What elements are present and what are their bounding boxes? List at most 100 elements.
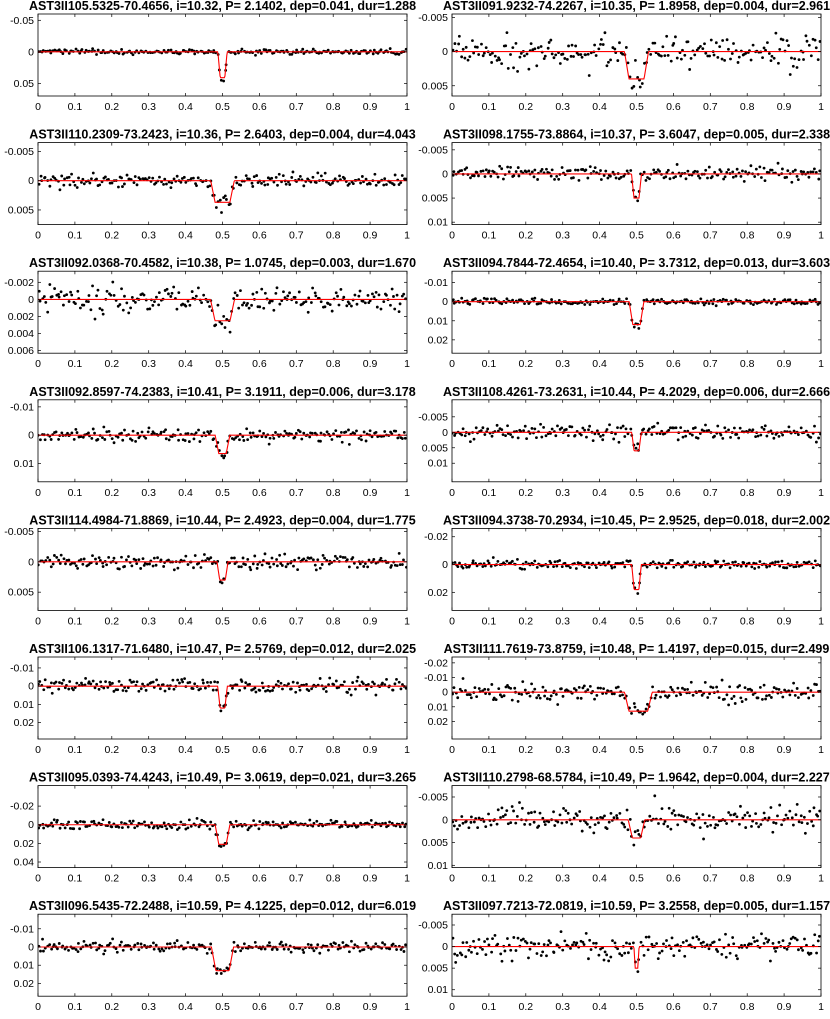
data-point [814,440,818,444]
data-point [810,820,814,823]
data-point [460,433,464,437]
data-point [672,809,676,813]
data-point [702,837,705,841]
data-point [385,293,388,297]
data-point [95,562,99,566]
data-points [452,421,821,452]
data-point [38,826,41,830]
x-tick-label: 0.8 [326,873,341,885]
x-tick-label: 0.1 [68,744,83,756]
data-point [653,794,657,798]
data-point [566,434,570,438]
x-tick-label: 0.5 [215,358,230,370]
data-point [160,947,164,951]
data-point [532,175,536,179]
data-point [168,942,172,946]
data-point [629,169,633,172]
data-point [293,558,296,562]
data-point [375,305,379,309]
data-point [284,565,288,569]
data-point [69,290,72,294]
data-point [288,291,291,295]
data-point [291,821,295,825]
data-point [580,55,584,59]
data-point [556,703,560,706]
data-point [219,972,223,975]
data-point [576,696,580,700]
data-point [147,426,151,430]
y-tick-label: 0.01 [14,458,35,470]
data-point [209,680,213,684]
data-point [595,566,598,570]
data-point [144,436,148,440]
y-tick-label: 0.01 [428,315,449,327]
data-point [571,943,574,947]
y-tick-label: -0.005 [418,12,448,24]
data-point [457,42,461,46]
data-point [356,675,360,679]
data-point [234,819,238,823]
data-point [642,427,646,431]
data-point [356,824,360,828]
data-point [53,48,57,52]
data-point [297,290,301,294]
data-point [577,685,581,689]
data-point [184,432,188,436]
data-point [261,686,265,689]
data-point [326,302,330,305]
data-point [509,821,513,825]
data-point [392,295,395,298]
data-point [500,959,504,963]
data-point [397,680,401,684]
data-point [777,434,781,438]
data-point [135,824,139,828]
data-point [663,54,667,58]
x-tick-label: 0 [35,744,41,756]
data-point [781,38,785,42]
data-point [499,952,503,956]
data-point [395,293,399,297]
data-point [78,51,82,55]
data-point [623,565,627,569]
data-point [63,686,67,690]
data-point [572,687,576,690]
x-tick-label: 0.8 [740,230,755,242]
data-point [650,433,654,436]
chart-panel: AST3II110.2309-73.2423, i=10.36, P= 2.64… [4,128,416,242]
data-point [237,306,241,310]
data-point [404,177,407,181]
data-point [766,940,769,944]
data-point [656,957,660,961]
data-point [772,821,776,824]
data-point [474,297,477,301]
data-point [765,565,769,569]
data-point [693,53,697,57]
x-tick-label: 0 [449,101,455,113]
x-tick-label: 0.9 [777,101,792,113]
data-point [258,49,262,52]
data-point [548,697,552,701]
data-point [120,431,123,435]
data-point [241,303,244,307]
data-point [797,948,800,952]
x-tick-label: 0.1 [482,1001,497,1013]
data-point [254,53,257,57]
data-point [98,943,102,947]
data-point [325,559,329,562]
data-point [530,297,534,301]
data-point [592,941,595,945]
data-point [762,298,766,302]
data-point [556,820,560,824]
data-point [473,686,477,690]
data-point [684,434,688,438]
data-point [813,424,816,428]
data-point [790,180,794,184]
data-point [674,175,678,178]
data-point [374,290,378,294]
data-point [560,166,564,169]
data-point [610,566,614,570]
data-point [816,939,820,943]
data-point [581,426,585,430]
data-point [66,431,69,435]
